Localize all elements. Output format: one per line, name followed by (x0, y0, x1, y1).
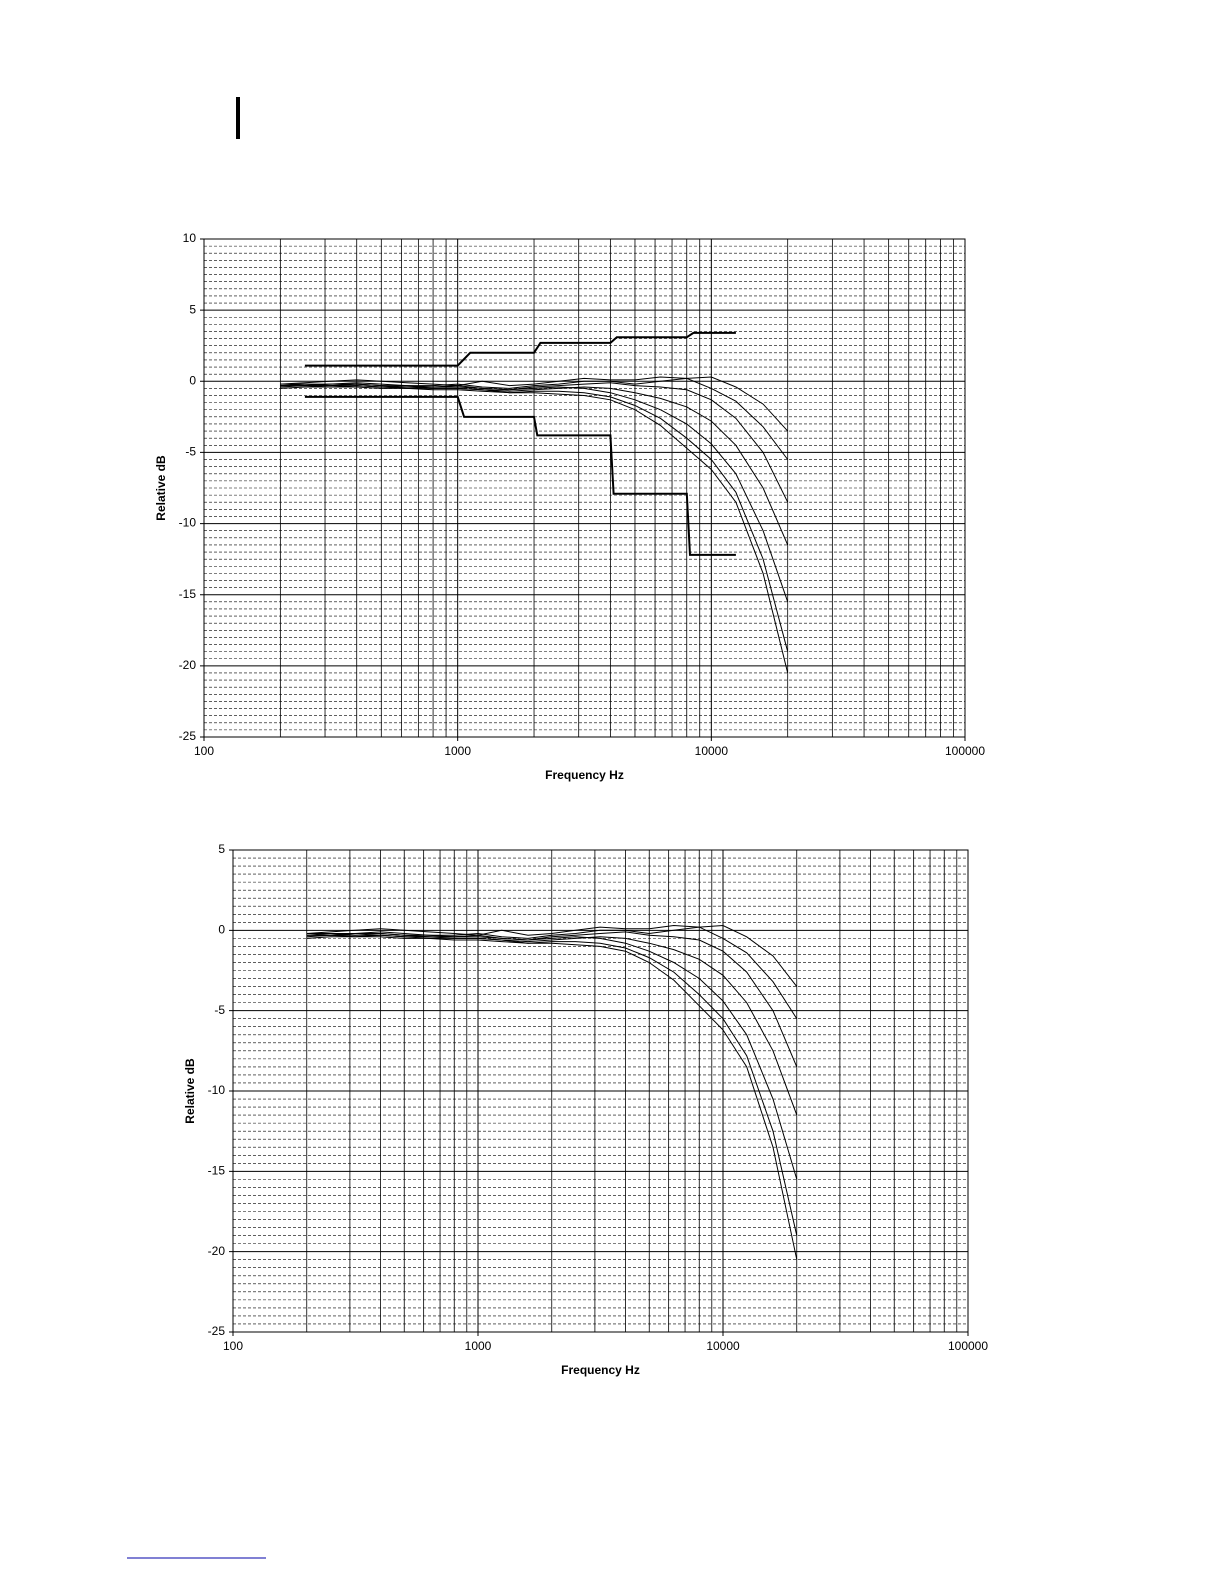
y-tick-label: -20 (179, 658, 197, 672)
y-tick-label: -10 (208, 1083, 226, 1097)
x-tick-label: 100 (194, 744, 214, 758)
change-bar (236, 97, 240, 139)
x-tick-label: 10000 (706, 1339, 740, 1353)
y-tick-label: -5 (214, 1003, 225, 1017)
y-tick-label: -25 (179, 729, 197, 743)
y-tick-label: -15 (208, 1164, 226, 1178)
y-tick-label: 5 (218, 842, 225, 856)
data-line (304, 331, 736, 367)
data-line (306, 926, 798, 1019)
y-tick-label: 10 (183, 231, 197, 245)
y-axis-label: Relative dB (154, 455, 168, 521)
plot-frame (203, 238, 966, 738)
data-line (306, 932, 798, 1180)
y-tick-label: 5 (189, 302, 196, 316)
x-axis-label: Frequency Hz (545, 768, 624, 782)
y-tick-label: -20 (208, 1244, 226, 1258)
data-line (280, 376, 789, 432)
y-axis-label: Relative dB (183, 1058, 197, 1124)
data-line (280, 385, 789, 674)
y-tick-label: -5 (185, 445, 196, 459)
x-axis-label: Frequency Hz (561, 1363, 640, 1377)
data-line (306, 924, 798, 987)
x-tick-label: 10000 (695, 744, 729, 758)
y-tick-label: -25 (208, 1324, 226, 1338)
data-line (306, 936, 798, 1236)
plot-frame (232, 849, 969, 1333)
data-line (304, 395, 736, 556)
data-line (280, 383, 789, 602)
data-line (306, 934, 798, 1260)
x-tick-label: 1000 (465, 1339, 492, 1353)
y-tick-label: -15 (179, 587, 197, 601)
y-tick-label: -10 (179, 516, 197, 530)
y-tick-label: 0 (218, 923, 225, 937)
x-tick-label: 100000 (948, 1339, 988, 1353)
data-line (280, 377, 789, 460)
data-line (280, 386, 789, 652)
x-tick-label: 100 (223, 1339, 243, 1353)
x-tick-label: 100000 (945, 744, 985, 758)
x-tick-label: 1000 (444, 744, 471, 758)
y-tick-label: 0 (189, 373, 196, 387)
